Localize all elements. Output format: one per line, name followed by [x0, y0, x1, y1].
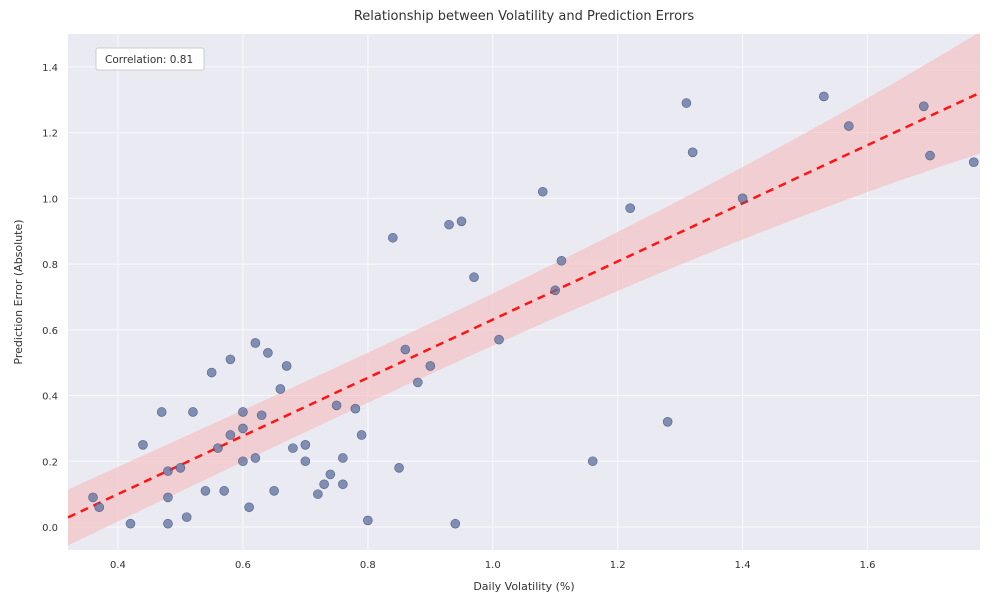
data-point: [588, 457, 597, 466]
data-point: [238, 424, 247, 433]
data-point: [326, 470, 335, 479]
data-point: [270, 486, 279, 495]
data-point: [138, 440, 147, 449]
data-point: [688, 148, 697, 157]
data-point: [320, 480, 329, 489]
data-point: [226, 430, 235, 439]
data-point: [401, 345, 410, 354]
data-point: [207, 368, 216, 377]
y-tick-label: 0.2: [42, 457, 58, 468]
y-tick-label: 1.0: [42, 194, 58, 205]
data-point: [338, 480, 347, 489]
data-point: [682, 99, 691, 108]
y-tick-label: 0.4: [42, 392, 58, 403]
data-point: [163, 467, 172, 476]
y-tick-label: 1.4: [42, 63, 58, 74]
data-point: [95, 503, 104, 512]
data-point: [395, 463, 404, 472]
data-point: [919, 102, 928, 111]
data-point: [844, 122, 853, 131]
data-point: [157, 407, 166, 416]
y-tick-label: 0.6: [42, 326, 58, 337]
data-point: [426, 361, 435, 370]
data-point: [551, 286, 560, 295]
x-tick-label: 1.0: [485, 560, 501, 571]
x-tick-label: 1.6: [860, 560, 876, 571]
x-tick-label: 1.4: [735, 560, 751, 571]
y-tick-label: 0.8: [42, 260, 58, 271]
data-point: [357, 430, 366, 439]
x-tick-label: 1.2: [610, 560, 626, 571]
data-point: [88, 493, 97, 502]
data-point: [201, 486, 210, 495]
data-point: [238, 407, 247, 416]
data-point: [257, 411, 266, 420]
chart-title: Relationship between Volatility and Pred…: [354, 9, 695, 24]
data-point: [338, 453, 347, 462]
data-point: [445, 220, 454, 229]
data-point: [351, 404, 360, 413]
data-point: [969, 158, 978, 167]
data-point: [213, 444, 222, 453]
data-point: [451, 519, 460, 528]
data-point: [182, 513, 191, 522]
data-point: [282, 361, 291, 370]
x-tick-label: 0.8: [360, 560, 376, 571]
data-point: [663, 417, 672, 426]
data-point: [188, 407, 197, 416]
data-point: [251, 338, 260, 347]
data-point: [126, 519, 135, 528]
data-point: [301, 457, 310, 466]
data-point: [288, 444, 297, 453]
correlation-annotation: Correlation: 0.81: [96, 48, 204, 70]
data-point: [363, 516, 372, 525]
data-point: [557, 256, 566, 265]
data-point: [470, 273, 479, 282]
x-tick-label: 0.4: [110, 560, 126, 571]
x-axis-label: Daily Volatility (%): [473, 580, 574, 593]
data-point: [332, 401, 341, 410]
data-point: [263, 348, 272, 357]
data-point: [276, 384, 285, 393]
data-point: [457, 217, 466, 226]
data-point: [538, 187, 547, 196]
data-point: [163, 519, 172, 528]
data-point: [313, 490, 322, 499]
data-point: [251, 453, 260, 462]
data-point: [413, 378, 422, 387]
data-point: [388, 233, 397, 242]
data-point: [926, 151, 935, 160]
data-point: [245, 503, 254, 512]
scatter-chart: 0.4 0.6 0.8 1.0 1.2 1.4 1.6 0.0 0.2 0.4 0.6 0.8 1.0 1…: [0, 0, 1000, 600]
data-point: [819, 92, 828, 101]
correlation-text: Correlation: 0.81: [105, 54, 193, 66]
data-point: [495, 335, 504, 344]
y-tick-label: 1.2: [42, 129, 58, 140]
y-axis-label: Prediction Error (Absolute): [12, 219, 25, 364]
y-tick-label: 0.0: [42, 523, 58, 534]
data-point: [626, 204, 635, 213]
data-point: [738, 194, 747, 203]
data-point: [226, 355, 235, 364]
data-point: [238, 457, 247, 466]
data-point: [220, 486, 229, 495]
x-tick-label: 0.6: [235, 560, 251, 571]
data-point: [163, 493, 172, 502]
data-point: [176, 463, 185, 472]
data-point: [301, 440, 310, 449]
